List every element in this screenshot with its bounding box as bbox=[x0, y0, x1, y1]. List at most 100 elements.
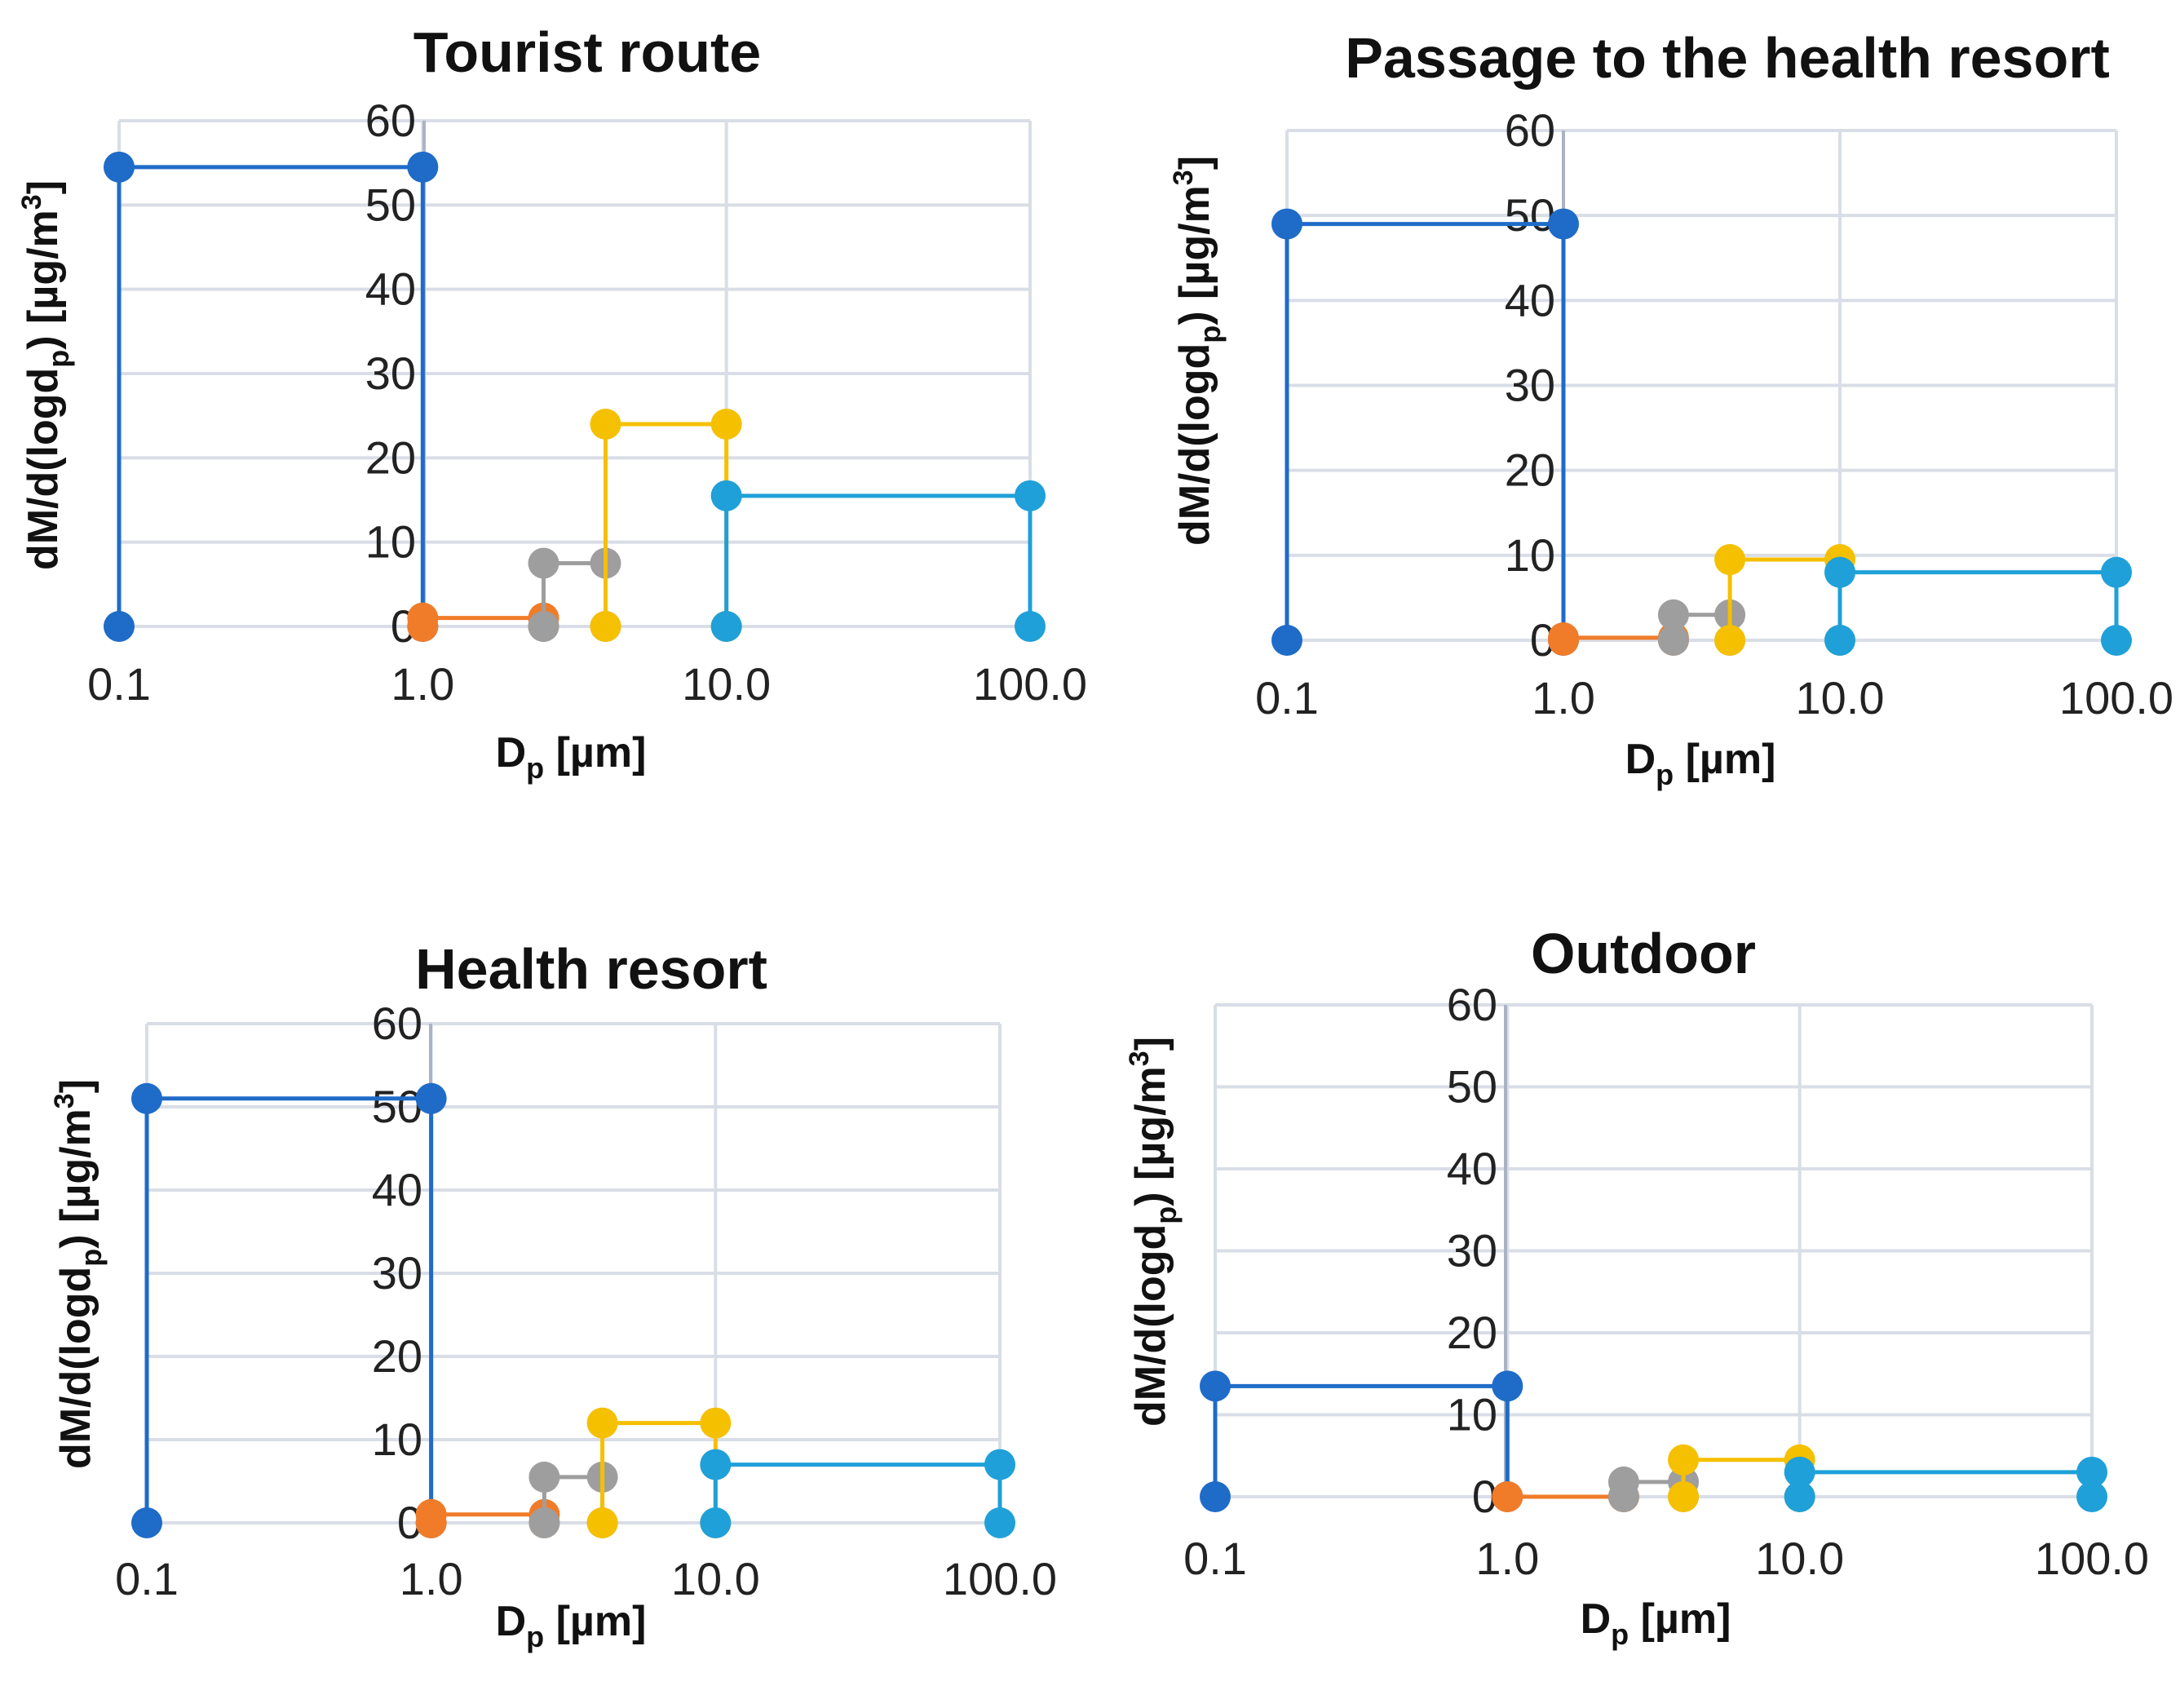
data-point bbox=[104, 151, 135, 183]
x-tick-label: 10.0 bbox=[1755, 1533, 1844, 1584]
series-3 bbox=[590, 409, 742, 642]
series-line bbox=[1837, 570, 2119, 640]
data-point bbox=[1714, 544, 1746, 576]
series-line bbox=[600, 1421, 718, 1523]
series-line bbox=[604, 422, 729, 626]
y-axis-title: dM/d(logdp) [µg/m3] bbox=[1168, 156, 1227, 546]
data-point bbox=[2101, 625, 2132, 656]
data-point bbox=[1015, 611, 1046, 642]
x-tick-label: 100.0 bbox=[973, 658, 1087, 710]
x-tick-label: 10.0 bbox=[671, 1553, 760, 1604]
y-tick-label: 50 bbox=[1505, 189, 1555, 241]
chart-title: Outdoor bbox=[1531, 922, 1756, 985]
y-tick-label: 10 bbox=[372, 1414, 422, 1465]
data-point bbox=[104, 611, 135, 642]
series-4 bbox=[1824, 556, 2132, 656]
data-point bbox=[1492, 1481, 1523, 1512]
y-tick-label: 10 bbox=[1505, 529, 1555, 581]
x-tick-label: 1.0 bbox=[391, 658, 454, 710]
series-line bbox=[1285, 222, 1566, 640]
x-tick-label: 100.0 bbox=[2059, 672, 2173, 723]
y-tick-label: 40 bbox=[365, 263, 416, 315]
y-axis-title: dM/d(logdp) [µg/m3] bbox=[49, 1079, 108, 1469]
data-point bbox=[1824, 556, 1855, 588]
data-point bbox=[710, 611, 742, 642]
y-tick-label: 20 bbox=[365, 431, 416, 483]
data-point bbox=[590, 409, 621, 440]
series-line bbox=[144, 1096, 434, 1523]
series-line bbox=[1213, 1383, 1510, 1497]
data-point bbox=[1824, 625, 1855, 656]
y-tick-label: 60 bbox=[1447, 979, 1497, 1030]
y-tick-label: 40 bbox=[372, 1164, 422, 1215]
y-tick-label: 40 bbox=[1505, 274, 1555, 325]
data-point bbox=[1271, 208, 1302, 240]
chart-title: Tourist route bbox=[413, 20, 761, 84]
y-tick-label: 30 bbox=[1505, 360, 1555, 411]
data-point bbox=[407, 151, 439, 183]
data-point bbox=[710, 409, 742, 440]
data-point bbox=[415, 1498, 447, 1530]
data-point bbox=[1714, 625, 1746, 656]
data-point bbox=[700, 1507, 732, 1538]
data-point bbox=[1200, 1370, 1231, 1402]
y-tick-label: 60 bbox=[1505, 104, 1555, 156]
data-point bbox=[1200, 1481, 1231, 1512]
x-tick-label: 10.0 bbox=[1796, 672, 1885, 723]
x-tick-label: 10.0 bbox=[682, 658, 771, 710]
y-tick-label: 60 bbox=[365, 95, 416, 146]
y-tick-label: 50 bbox=[372, 1081, 422, 1132]
y-tick-label: 30 bbox=[1447, 1225, 1497, 1277]
x-axis-title: Dp [µm] bbox=[1625, 736, 1776, 791]
data-point bbox=[700, 1407, 732, 1439]
chart-panel-1: Passage to the health resort010203040506… bbox=[1168, 26, 2173, 791]
x-tick-label: 1.0 bbox=[1532, 672, 1595, 723]
y-tick-label: 20 bbox=[1447, 1307, 1497, 1358]
series-line bbox=[713, 1462, 1002, 1523]
chart-title: Health resort bbox=[415, 937, 767, 1001]
series-line bbox=[1798, 1470, 2094, 1497]
series-line bbox=[1727, 557, 1842, 640]
data-point bbox=[984, 1449, 1015, 1480]
data-point bbox=[407, 602, 439, 634]
x-tick-label: 0.1 bbox=[115, 1553, 179, 1604]
x-tick-label: 100.0 bbox=[2035, 1533, 2149, 1584]
y-tick-label: 50 bbox=[365, 179, 416, 230]
data-point bbox=[2076, 1456, 2107, 1488]
series-4 bbox=[700, 1449, 1015, 1538]
data-point bbox=[528, 1507, 560, 1538]
data-point bbox=[710, 480, 742, 511]
series-4 bbox=[710, 480, 1046, 642]
data-point bbox=[586, 1407, 618, 1439]
x-tick-label: 0.1 bbox=[1255, 672, 1319, 723]
y-tick-label: 30 bbox=[365, 347, 416, 399]
y-axis-title: dM/d(logdp) [µg/m3] bbox=[1124, 1037, 1183, 1427]
data-point bbox=[415, 1082, 447, 1114]
x-tick-label: 0.1 bbox=[87, 658, 151, 710]
series-line bbox=[117, 165, 425, 626]
data-point bbox=[700, 1449, 732, 1480]
gridlines bbox=[1214, 1003, 2094, 1498]
data-point bbox=[586, 1507, 618, 1538]
data-point bbox=[528, 611, 559, 642]
y-tick-label: 10 bbox=[1447, 1389, 1497, 1440]
data-point bbox=[1548, 622, 1579, 653]
data-point bbox=[2076, 1481, 2107, 1512]
data-point bbox=[1784, 1456, 1815, 1488]
y-tick-label: 60 bbox=[372, 998, 422, 1049]
series-line bbox=[1681, 1458, 1802, 1497]
data-point bbox=[131, 1082, 162, 1114]
data-point bbox=[528, 1461, 560, 1493]
data-point bbox=[590, 611, 621, 642]
chart-title: Passage to the health resort bbox=[1345, 26, 2110, 90]
series-0 bbox=[1200, 1370, 1523, 1512]
x-axis-title: Dp [µm] bbox=[496, 1598, 647, 1653]
data-point bbox=[1784, 1481, 1815, 1512]
data-point bbox=[1271, 625, 1302, 656]
data-point bbox=[1657, 625, 1689, 656]
series-0 bbox=[131, 1082, 447, 1538]
y-tick-label: 30 bbox=[372, 1247, 422, 1299]
